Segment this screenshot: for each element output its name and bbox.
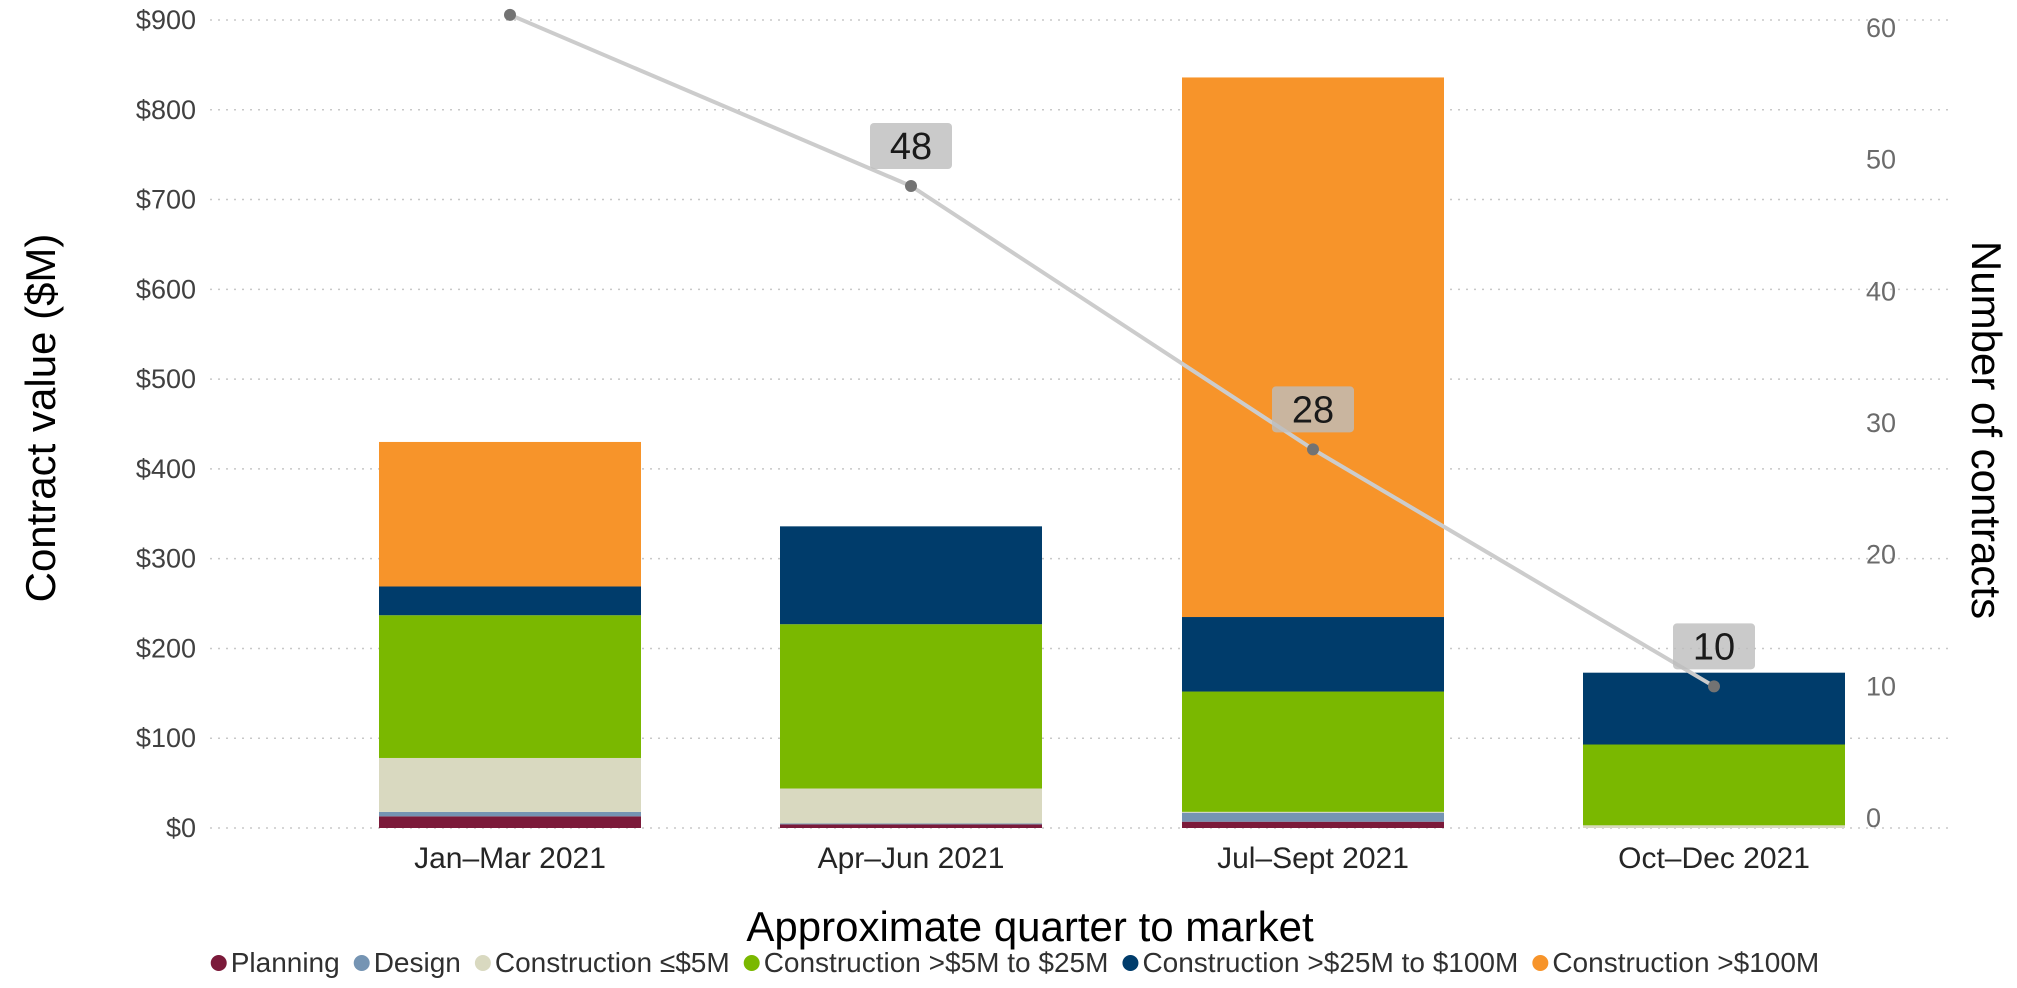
y-tick-label: $800: [136, 95, 196, 125]
legend-label: Planning: [231, 947, 340, 978]
legend-label: Construction ≤$5M: [495, 947, 730, 978]
line-point: [504, 9, 516, 21]
x-axis-title: Approximate quarter to market: [746, 903, 1314, 950]
y-tick-label: $200: [136, 633, 196, 663]
legend-label: Construction >$25M to $100M: [1142, 947, 1518, 978]
secondary-y-axis-title: Number of contracts: [1963, 241, 2010, 619]
legend-marker: [354, 955, 370, 971]
bar-segment: [780, 624, 1042, 788]
secondary-y-tick-label: 10: [1866, 671, 1896, 701]
bar-segment: [379, 615, 641, 758]
x-tick-label: Jul–Sept 2021: [1217, 842, 1409, 875]
legend-marker: [744, 955, 760, 971]
secondary-y-tick-label: 0: [1866, 803, 1881, 833]
x-tick-label: Oct–Dec 2021: [1618, 842, 1810, 875]
contracts-line: [504, 9, 1720, 693]
legend-label: Construction >$100M: [1552, 947, 1819, 978]
x-tick-label: Jan–Mar 2021: [414, 842, 606, 875]
legend-marker: [1532, 955, 1548, 971]
bar-segment: [1182, 692, 1444, 812]
bar-segment: [1182, 822, 1444, 828]
secondary-y-tick-label: 30: [1866, 408, 1896, 438]
line-series: [510, 15, 1714, 687]
y-tick-label: $500: [136, 364, 196, 394]
y-axis-ticks: $0 $100 $200 $300 $400 $500 $600 $700 $800 $900: [136, 5, 196, 843]
x-axis-ticks: Jan–Mar 2021 Apr–Jun 2021 Jul–Sept 2021 Oct…: [414, 842, 1810, 875]
y-tick-label: $0: [166, 813, 196, 843]
legend-item: Construction >$25M to $100M: [1122, 947, 1518, 978]
bar-segment: [1182, 77, 1444, 617]
y-tick-label: $700: [136, 185, 196, 215]
data-label: 48: [890, 126, 932, 168]
x-tick-label: Apr–Jun 2021: [818, 842, 1005, 875]
secondary-y-tick-label: 60: [1866, 13, 1896, 43]
bar-segment: [1182, 617, 1444, 692]
legend: Planning Design Construction ≤$5M Construct…: [211, 947, 1820, 978]
stacked-bars: [379, 77, 1845, 828]
legend-marker: [475, 955, 491, 971]
secondary-y-tick-label: 20: [1866, 540, 1896, 570]
legend-marker: [1122, 955, 1138, 971]
legend-item: Construction ≤$5M: [475, 947, 730, 978]
bar-segment: [1182, 813, 1444, 822]
legend-item: Construction >$5M to $25M: [744, 947, 1109, 978]
data-label: 28: [1292, 389, 1334, 431]
legend-label: Construction >$5M to $25M: [764, 947, 1109, 978]
bar-segment: [780, 788, 1042, 823]
y-tick-label: $400: [136, 454, 196, 484]
y-axis-title: Contract value ($M): [17, 234, 64, 603]
legend-item: Construction >$100M: [1532, 947, 1819, 978]
y-tick-label: $300: [136, 544, 196, 574]
legend-marker: [211, 955, 227, 971]
legend-item: Planning: [211, 947, 340, 978]
bar-segment: [780, 824, 1042, 828]
bar-segment: [1182, 812, 1444, 813]
secondary-y-tick-label: 40: [1866, 276, 1896, 306]
legend-item: Design: [354, 947, 461, 978]
data-label: 10: [1693, 626, 1735, 668]
bar-segment: [1583, 745, 1845, 826]
secondary-y-axis-ticks: 0 10 20 30 40 50 60: [1866, 13, 1896, 833]
bar-segment: [379, 442, 641, 587]
line-data-labels: 61482810: [469, 0, 1755, 669]
line-point: [1708, 680, 1720, 692]
secondary-y-tick-label: 50: [1866, 145, 1896, 175]
bar-segment: [379, 758, 641, 812]
legend-label: Design: [374, 947, 461, 978]
line-point: [905, 180, 917, 192]
y-tick-label: $600: [136, 274, 196, 304]
bar-segment: [379, 816, 641, 828]
bar-segment: [780, 824, 1042, 825]
bar-segment: [379, 586, 641, 615]
y-tick-label: $900: [136, 5, 196, 35]
line-point: [1307, 443, 1319, 455]
bar-segment: [1583, 825, 1845, 828]
bar-segment: [379, 812, 641, 816]
y-tick-label: $100: [136, 723, 196, 753]
bar-segment: [780, 526, 1042, 624]
